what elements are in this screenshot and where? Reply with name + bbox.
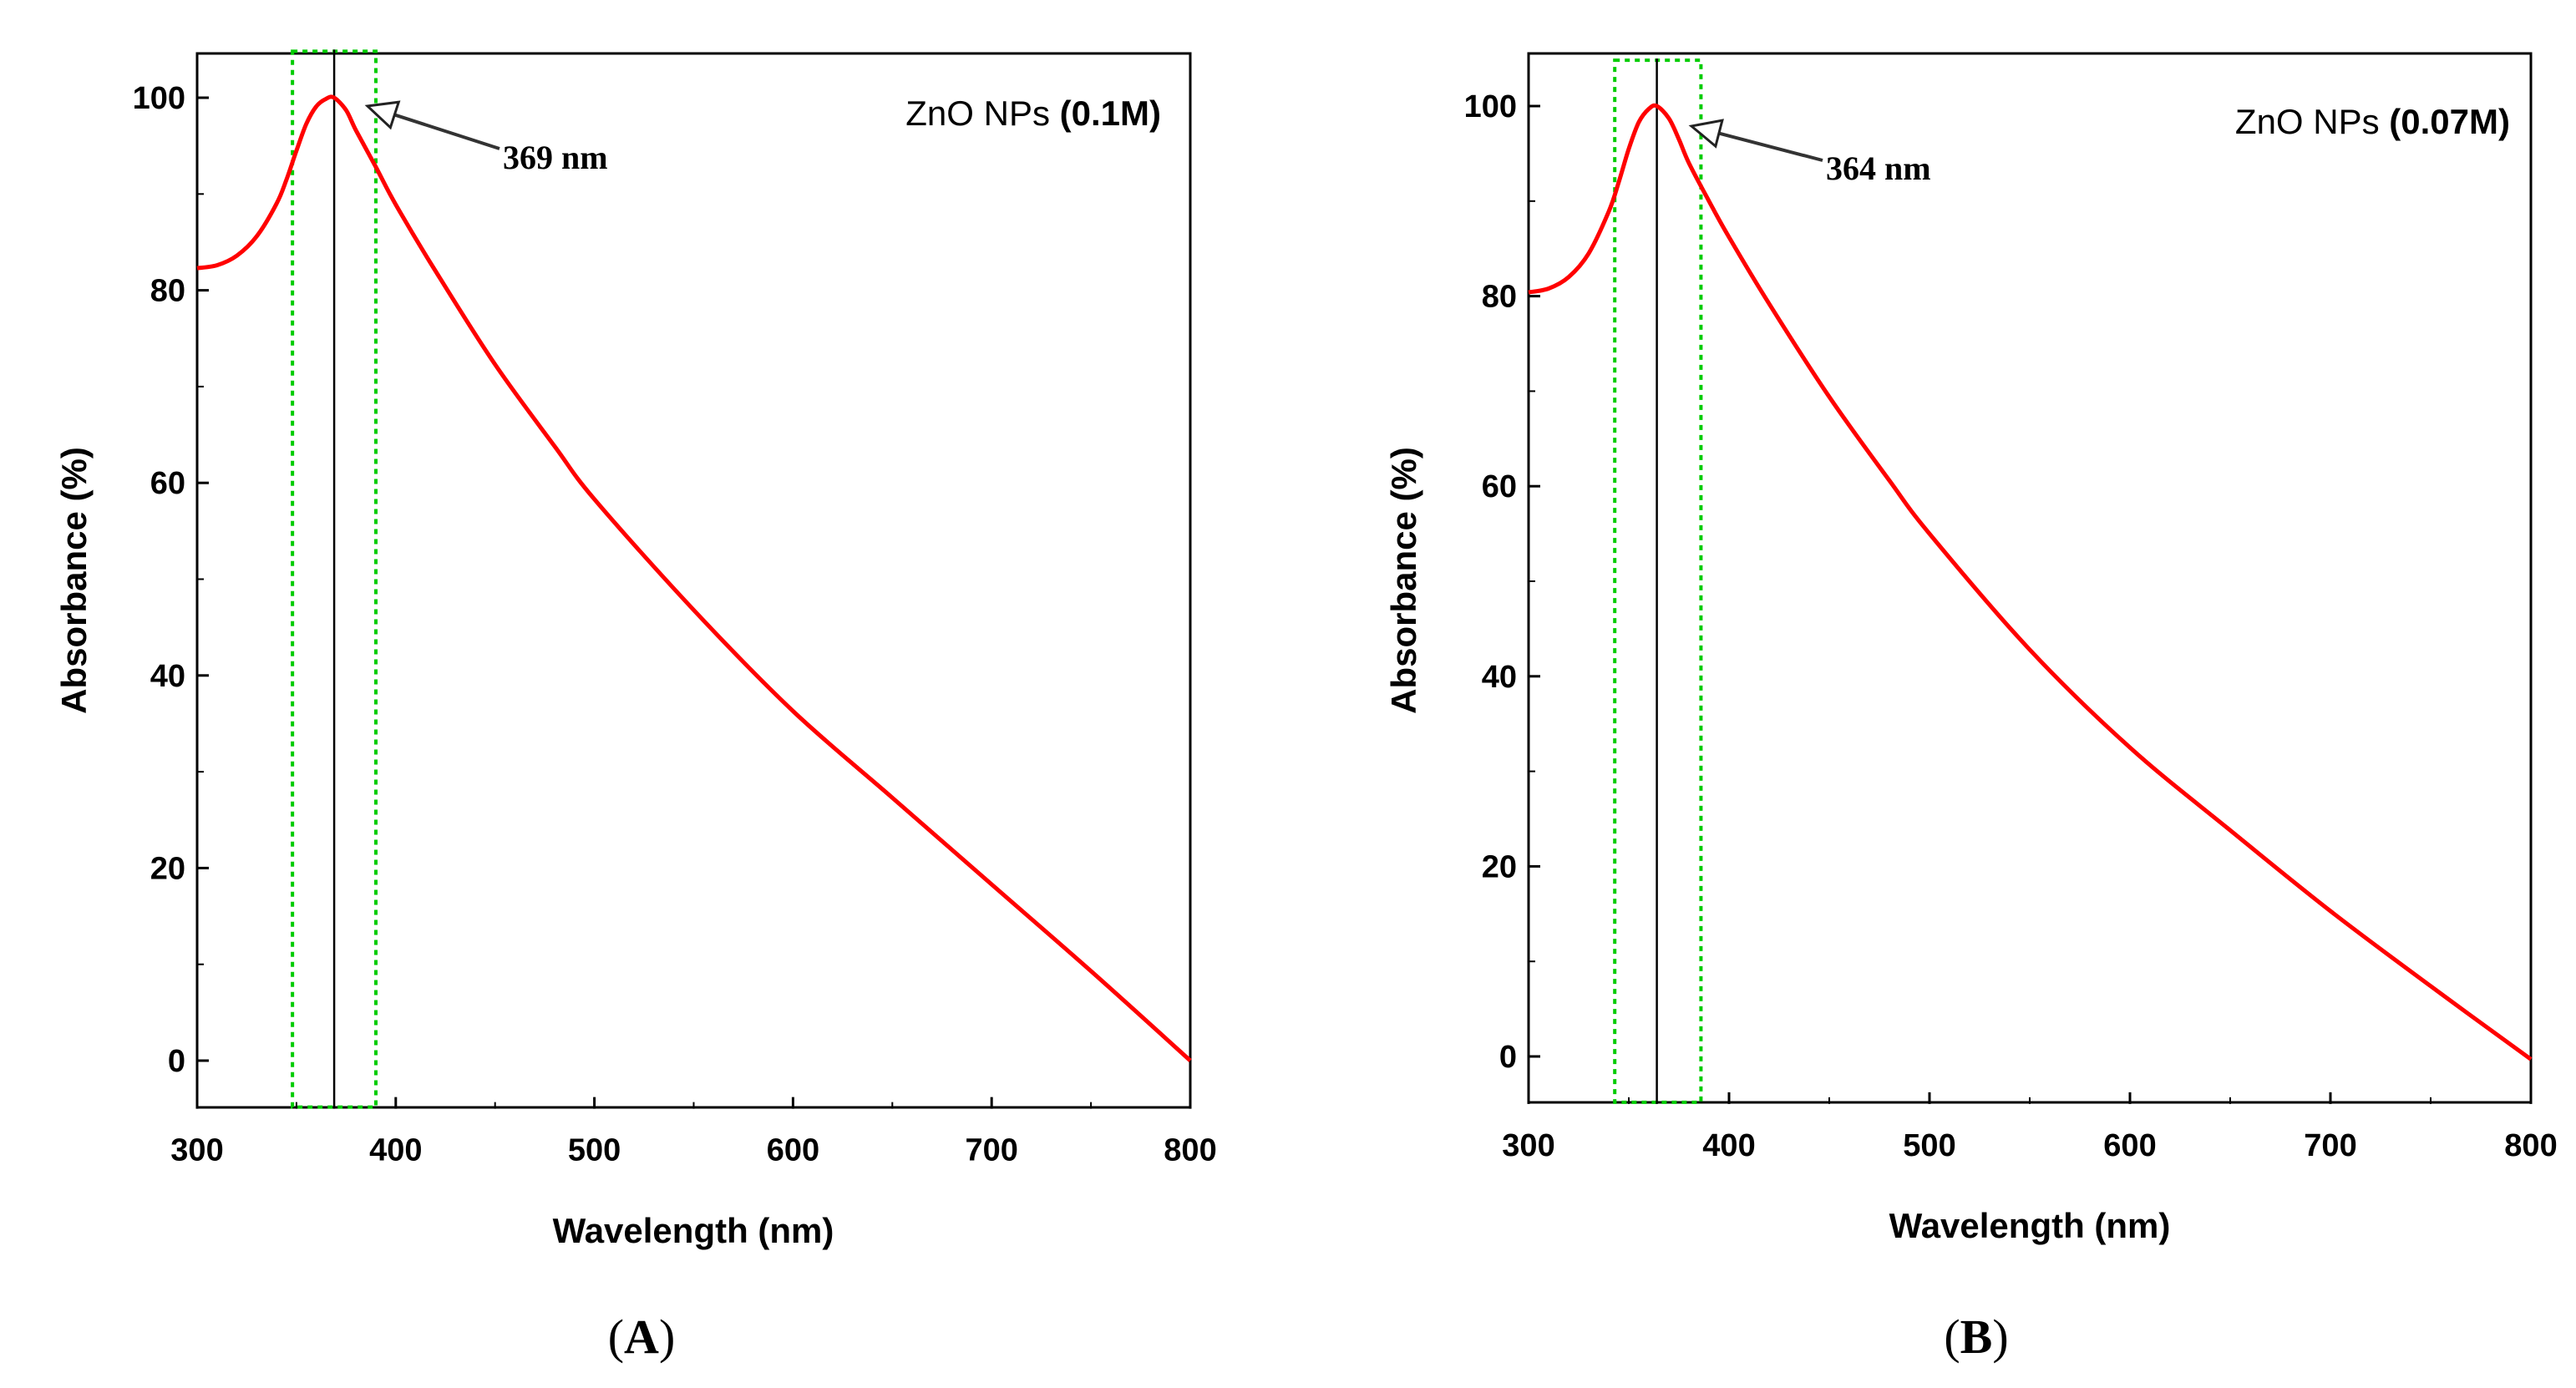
y-tick-label: 20 (1482, 849, 1517, 884)
x-axis-ticks: 300 400 500 600 700 800 (1502, 1092, 2558, 1163)
panel-label: (A) (608, 1309, 676, 1364)
panel-label-letter: A (624, 1309, 659, 1364)
y-tick-label: 40 (1482, 660, 1517, 695)
y-axis-ticks: 0 20 40 60 80 100 (133, 81, 209, 1079)
x-tick-label: 300 (170, 1133, 223, 1168)
peak-arrow-head (1688, 119, 1724, 149)
x-tick-label: 300 (1502, 1128, 1554, 1163)
panel-label-letter: B (1960, 1309, 1993, 1364)
x-tick-label: 400 (369, 1133, 422, 1168)
y-axis-title: Absorbance (%) (54, 447, 94, 714)
legend-label: ZnO NPs (0.07M) (2235, 102, 2510, 141)
legend-prefix: ZnO NPs (2235, 102, 2389, 141)
y-tick-label: 60 (150, 466, 185, 501)
legend-label: ZnO NPs (0.1M) (905, 94, 1161, 133)
x-tick-label: 400 (1702, 1128, 1755, 1163)
panel-label-close: ) (659, 1309, 675, 1364)
legend-concentration: (0.1M) (1060, 94, 1161, 133)
peak-arrow-head (364, 100, 401, 130)
peak-annotation-label: 369 nm (503, 139, 608, 176)
chart-panel-a: 0 20 40 60 80 100 300 400 500 600 700 800 Waveleng… (54, 49, 1217, 1364)
y-tick-label: 0 (168, 1044, 185, 1079)
absorbance-curve (1528, 103, 2533, 1061)
x-tick-label: 500 (1903, 1128, 1955, 1163)
panel-label: (B) (1944, 1309, 2008, 1364)
chart-marks (196, 49, 1192, 1109)
x-tick-label: 700 (2304, 1128, 2356, 1163)
legend-prefix: ZnO NPs (905, 94, 1059, 133)
y-tick-label: 0 (1499, 1040, 1517, 1075)
peak-annotation-label: 364 nm (1826, 149, 1931, 187)
y-tick-label: 80 (1482, 280, 1517, 315)
x-tick-label: 800 (1164, 1133, 1216, 1168)
x-tick-label: 500 (568, 1133, 621, 1168)
x-tick-label: 700 (965, 1133, 1017, 1168)
panel-label-open: ( (1944, 1309, 1960, 1364)
y-tick-label: 20 (150, 851, 185, 886)
x-tick-label: 600 (2103, 1128, 2156, 1163)
peak-arrow-shaft (1718, 131, 1823, 162)
panel-label-close: ) (1992, 1309, 2008, 1364)
legend-concentration: (0.07M) (2389, 102, 2510, 141)
chart-marks (1528, 58, 2533, 1104)
y-tick-label: 60 (1482, 469, 1517, 504)
y-tick-label: 80 (150, 274, 185, 309)
panel-label-open: ( (608, 1309, 624, 1364)
plot-frame (195, 52, 1192, 1109)
x-tick-label: 800 (2504, 1128, 2557, 1163)
plot-frame (1527, 52, 2533, 1104)
y-tick-label: 40 (150, 659, 185, 694)
x-axis-title: Wavelength (nm) (553, 1211, 834, 1250)
absorbance-curve (196, 94, 1192, 1062)
x-tick-label: 600 (767, 1133, 819, 1168)
y-axis-title: Absorbance (%) (1384, 447, 1423, 714)
x-axis-ticks: 300 400 500 600 700 800 (170, 1097, 1217, 1168)
y-tick-label: 100 (1464, 89, 1517, 124)
x-axis-title: Wavelength (nm) (1889, 1206, 2171, 1245)
y-axis-ticks: 0 20 40 60 80 100 (1464, 89, 1540, 1075)
chart-panel-b: 0 20 40 60 80 100 300 400 500 600 700 800 Waveleng… (1384, 52, 2558, 1364)
y-tick-label: 100 (133, 81, 185, 116)
peak-arrow-shaft (393, 113, 500, 150)
